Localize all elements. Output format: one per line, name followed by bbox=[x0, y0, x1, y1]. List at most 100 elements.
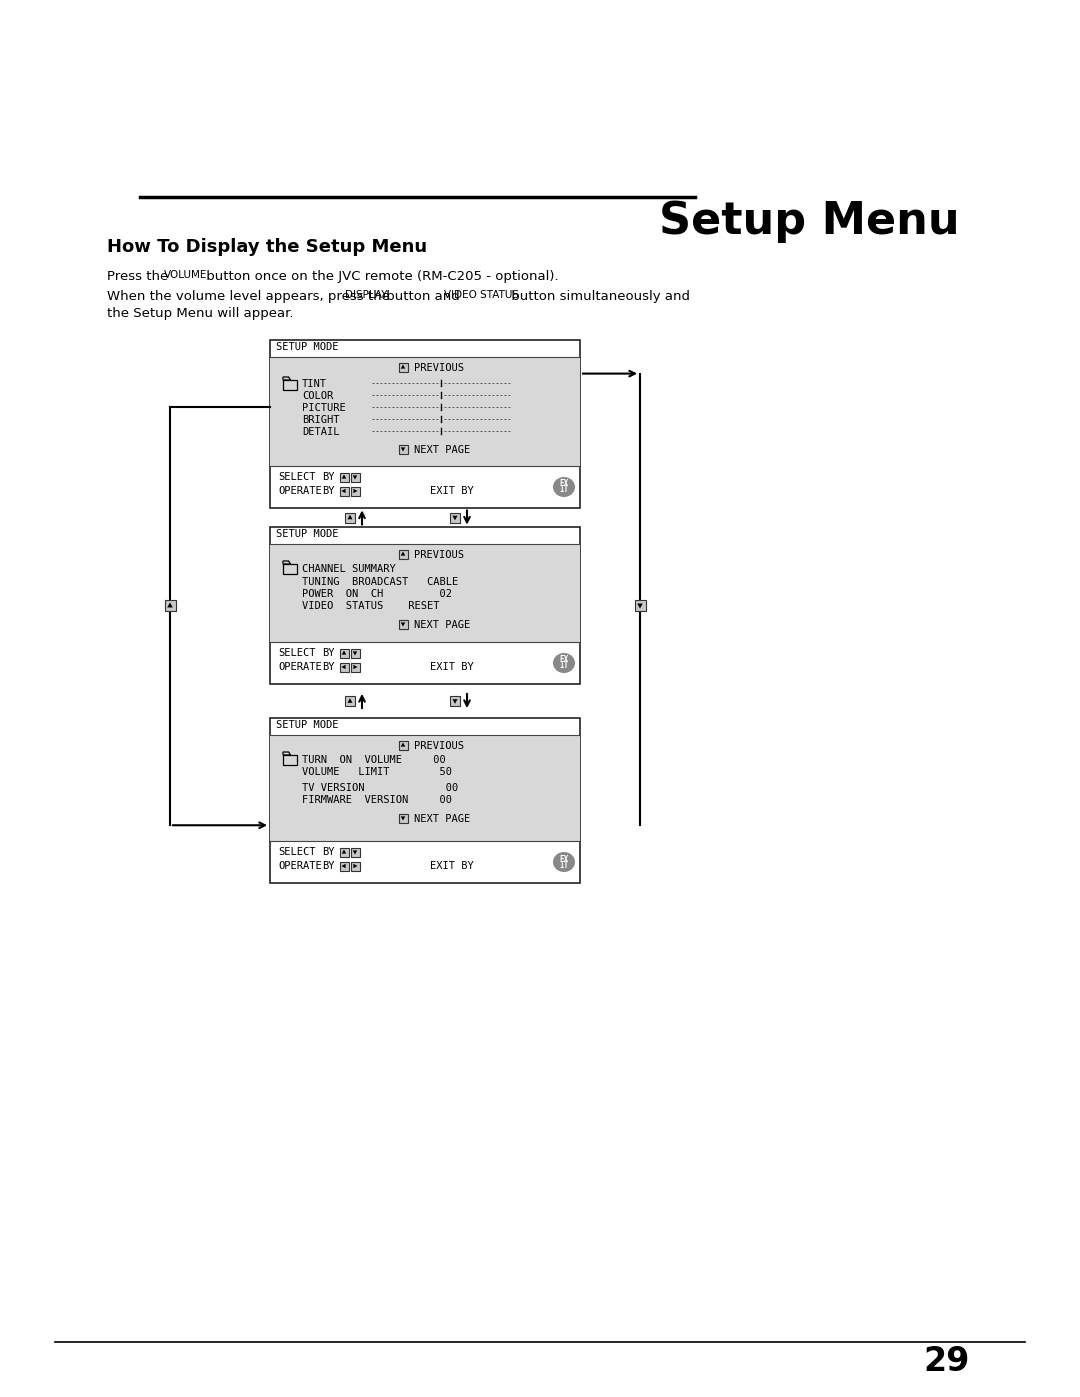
Bar bbox=[339, 862, 349, 870]
Text: OPERATE: OPERATE bbox=[278, 486, 322, 496]
Text: button simultaneously and: button simultaneously and bbox=[507, 291, 690, 303]
Bar bbox=[351, 862, 360, 870]
Polygon shape bbox=[353, 665, 357, 669]
Text: button and: button and bbox=[382, 291, 464, 303]
Bar bbox=[339, 648, 349, 658]
Text: Setup Menu: Setup Menu bbox=[660, 200, 960, 243]
Bar bbox=[339, 486, 349, 496]
Bar bbox=[351, 662, 360, 672]
Text: BY: BY bbox=[322, 847, 335, 856]
Text: SELECT: SELECT bbox=[278, 847, 315, 856]
Text: TUNING  BROADCAST   CABLE: TUNING BROADCAST CABLE bbox=[302, 577, 458, 587]
Bar bbox=[164, 599, 175, 610]
Text: DETAIL: DETAIL bbox=[302, 427, 339, 437]
Bar bbox=[270, 543, 580, 643]
Text: TV VERSION             00: TV VERSION 00 bbox=[302, 782, 458, 793]
Bar bbox=[399, 549, 407, 559]
Text: BY: BY bbox=[322, 486, 335, 496]
Text: EX: EX bbox=[559, 855, 569, 863]
Text: BRIGHT: BRIGHT bbox=[302, 415, 339, 425]
Text: EXIT BY: EXIT BY bbox=[430, 486, 474, 496]
Polygon shape bbox=[353, 489, 357, 493]
Polygon shape bbox=[341, 489, 346, 493]
Text: SELECT: SELECT bbox=[278, 648, 315, 658]
Bar bbox=[283, 380, 297, 390]
Bar bbox=[351, 486, 360, 496]
Text: CHANNEL SUMMARY: CHANNEL SUMMARY bbox=[302, 564, 395, 574]
Text: BY: BY bbox=[322, 861, 335, 870]
Polygon shape bbox=[341, 863, 346, 869]
Bar bbox=[339, 662, 349, 672]
Text: EX: EX bbox=[559, 479, 569, 489]
Polygon shape bbox=[401, 816, 405, 820]
Text: 29: 29 bbox=[923, 1345, 970, 1377]
Polygon shape bbox=[401, 447, 405, 451]
Text: OPERATE: OPERATE bbox=[278, 662, 322, 672]
Text: NEXT PAGE: NEXT PAGE bbox=[414, 446, 470, 455]
Bar bbox=[399, 619, 407, 629]
Bar bbox=[283, 564, 297, 574]
Bar bbox=[339, 472, 349, 482]
Bar bbox=[270, 358, 580, 467]
Text: SETUP MODE: SETUP MODE bbox=[276, 719, 338, 731]
Text: PICTURE: PICTURE bbox=[302, 402, 346, 414]
Text: IT: IT bbox=[559, 662, 569, 671]
Polygon shape bbox=[401, 365, 405, 369]
Polygon shape bbox=[353, 851, 357, 855]
Polygon shape bbox=[348, 514, 352, 520]
Text: PREVIOUS: PREVIOUS bbox=[414, 550, 464, 560]
Text: COLOR: COLOR bbox=[302, 391, 334, 401]
Text: DISPLAY: DISPLAY bbox=[345, 291, 388, 300]
Polygon shape bbox=[637, 604, 643, 609]
Polygon shape bbox=[167, 602, 173, 608]
Text: PREVIOUS: PREVIOUS bbox=[414, 363, 464, 373]
Bar bbox=[399, 444, 407, 454]
Text: OPERATE: OPERATE bbox=[278, 861, 322, 870]
Polygon shape bbox=[341, 665, 346, 669]
Polygon shape bbox=[341, 651, 347, 655]
Ellipse shape bbox=[553, 852, 575, 872]
Bar bbox=[450, 513, 460, 522]
Polygon shape bbox=[401, 552, 405, 556]
Text: NEXT PAGE: NEXT PAGE bbox=[414, 814, 470, 824]
Text: VIDEO STATUS: VIDEO STATUS bbox=[444, 291, 519, 300]
Text: IT: IT bbox=[559, 861, 569, 869]
Bar bbox=[283, 754, 297, 766]
Text: NEXT PAGE: NEXT PAGE bbox=[414, 620, 470, 630]
Text: EXIT BY: EXIT BY bbox=[430, 662, 474, 672]
Bar bbox=[345, 696, 355, 705]
Bar bbox=[399, 813, 407, 823]
Bar bbox=[339, 848, 349, 856]
Polygon shape bbox=[341, 475, 347, 479]
Bar bbox=[270, 718, 580, 883]
Ellipse shape bbox=[553, 652, 575, 673]
Polygon shape bbox=[453, 700, 458, 704]
Text: BY: BY bbox=[322, 472, 335, 482]
Text: EXIT BY: EXIT BY bbox=[430, 861, 474, 870]
Polygon shape bbox=[453, 515, 458, 520]
Text: FIRMWARE  VERSION     00: FIRMWARE VERSION 00 bbox=[302, 795, 453, 805]
Polygon shape bbox=[353, 863, 357, 869]
Text: SETUP MODE: SETUP MODE bbox=[276, 529, 338, 539]
Text: When the volume level appears, press the: When the volume level appears, press the bbox=[107, 291, 394, 303]
Polygon shape bbox=[401, 623, 405, 626]
Bar bbox=[270, 339, 580, 509]
Polygon shape bbox=[353, 475, 357, 479]
Text: EX: EX bbox=[559, 655, 569, 665]
Polygon shape bbox=[348, 698, 352, 703]
Text: How To Display the Setup Menu: How To Display the Setup Menu bbox=[107, 237, 427, 256]
Text: the Setup Menu will appear.: the Setup Menu will appear. bbox=[107, 307, 294, 320]
Text: Press the: Press the bbox=[107, 270, 173, 284]
Text: POWER  ON  CH         02: POWER ON CH 02 bbox=[302, 590, 453, 599]
Text: VOLUME: VOLUME bbox=[164, 270, 207, 279]
Bar bbox=[635, 599, 646, 610]
Bar bbox=[270, 735, 580, 841]
Text: BY: BY bbox=[322, 648, 335, 658]
Bar bbox=[345, 513, 355, 522]
Bar bbox=[351, 848, 360, 856]
Text: PREVIOUS: PREVIOUS bbox=[414, 740, 464, 752]
Bar bbox=[450, 696, 460, 705]
Polygon shape bbox=[401, 742, 405, 746]
Text: VIDEO  STATUS    RESET: VIDEO STATUS RESET bbox=[302, 601, 440, 610]
Bar bbox=[399, 362, 407, 372]
